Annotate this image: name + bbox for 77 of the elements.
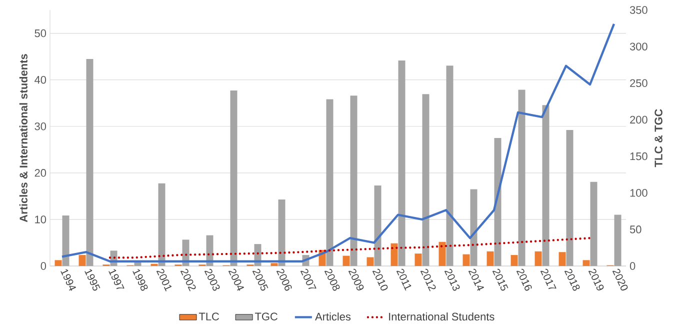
bar — [590, 182, 598, 266]
x-tick-label: 1994 — [60, 269, 76, 291]
y2-tick-label: 0 — [630, 262, 636, 270]
x-tick-label: 2019 — [588, 268, 604, 290]
x-tick-label: 1995 — [84, 269, 100, 291]
bar — [470, 189, 478, 266]
legend-label: TGC — [255, 312, 278, 320]
bar — [558, 252, 566, 266]
bar — [534, 251, 542, 266]
bar — [62, 216, 70, 266]
bar — [390, 243, 398, 266]
y-tick-label: 50 — [34, 29, 46, 38]
legend-label: Articles — [315, 312, 351, 321]
y2-tick-label: 250 — [630, 79, 648, 88]
bar — [518, 90, 526, 266]
bar — [566, 130, 574, 266]
y2-tick-label: 150 — [630, 152, 648, 160]
y2-tick-label: 300 — [630, 42, 648, 50]
bar — [374, 186, 382, 266]
bar — [462, 254, 470, 266]
y-tick-label: 40 — [34, 76, 46, 84]
bar — [366, 257, 374, 266]
x-tick-label: 2020 — [612, 268, 628, 291]
bar — [414, 254, 422, 266]
y2-axis-title: TLC & TGC — [654, 109, 662, 168]
bar — [78, 255, 86, 266]
bar — [542, 105, 550, 266]
bar — [54, 260, 62, 266]
bar — [326, 99, 334, 266]
x-tick-label: 2007 — [300, 268, 316, 290]
x-tick-label: 2011 — [396, 268, 412, 291]
bar — [350, 96, 358, 266]
x-tick-label: 1997 — [108, 269, 124, 290]
x-tick-label: 1998 — [132, 269, 148, 291]
bar — [158, 183, 166, 266]
x-tick-label: 2015 — [492, 268, 508, 291]
y-tick-label: 20 — [34, 169, 46, 177]
bar — [510, 255, 518, 266]
bar — [342, 256, 350, 266]
bar — [134, 262, 142, 266]
bar — [614, 214, 622, 266]
bar — [422, 94, 430, 266]
bar — [486, 251, 494, 266]
x-tick-label: 2004 — [228, 268, 244, 291]
x-tick-label: 2002 — [180, 268, 196, 292]
bar — [230, 90, 238, 266]
bar — [270, 263, 278, 266]
y2-tick-label: 200 — [630, 116, 648, 124]
x-tick-label: 2005 — [252, 268, 268, 291]
y-tick-label: 10 — [35, 216, 46, 224]
x-tick-label: 2018 — [564, 268, 580, 291]
bar — [438, 242, 446, 266]
y-axis-title: Articles & International students — [19, 54, 28, 222]
x-tick-label: 2008 — [324, 268, 340, 291]
x-tick-label: 2010 — [372, 268, 388, 291]
x-tick-label: 2013 — [444, 268, 460, 291]
bar — [582, 260, 590, 266]
x-tick-label: 2009 — [348, 268, 364, 290]
y2-tick-label: 50 — [630, 226, 642, 234]
x-tick-label: 2017 — [540, 268, 556, 290]
y-tick-label: 30 — [34, 122, 46, 130]
x-tick-label: 2003 — [204, 268, 220, 291]
x-tick-label: 2016 — [516, 268, 532, 291]
bar — [494, 138, 502, 266]
x-tick-label: 2012 — [420, 268, 436, 292]
legend-label: TLC — [198, 312, 219, 320]
legend-label: International Students — [389, 312, 494, 321]
bar — [86, 59, 94, 266]
bar — [278, 199, 286, 266]
x-tick-label: 2006 — [276, 268, 292, 291]
y2-tick-label: 350 — [630, 6, 648, 14]
x-tick-label: 2001 — [156, 268, 172, 292]
bar — [398, 60, 406, 266]
y2-tick-label: 100 — [630, 188, 648, 197]
y-tick-label: 0 — [40, 262, 46, 270]
x-tick-label: 2014 — [468, 268, 484, 291]
bar — [446, 66, 454, 266]
